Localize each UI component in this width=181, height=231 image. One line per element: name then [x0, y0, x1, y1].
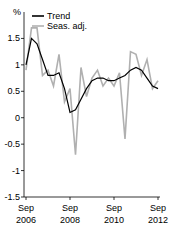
x-tick-label-line: Sep: [106, 203, 122, 213]
y-tick-label: -0.5: [4, 139, 20, 149]
series-line: [26, 38, 158, 112]
plot-area: [26, 28, 158, 155]
x-tick: [114, 197, 115, 200]
y-axis: [24, 12, 25, 197]
y-tick: [21, 91, 24, 92]
y-tick: [21, 64, 24, 65]
x-tick-label-line: 2006: [16, 215, 36, 225]
x-tick-label-line: 2010: [104, 215, 124, 225]
y-tick: [21, 197, 24, 198]
legend-key: [32, 15, 44, 17]
y-tick: [21, 144, 24, 145]
x-tick-label-line: Sep: [62, 203, 78, 213]
legend-key: [32, 25, 44, 27]
y-tick-label: -1.5: [4, 192, 20, 202]
y-tick-label: -1: [12, 166, 20, 176]
x-tick-label: Sep 2006: [16, 203, 36, 225]
x-tick: [70, 197, 71, 200]
y-tick: [21, 38, 24, 39]
legend-label: Seas. adj.: [47, 21, 87, 31]
x-tick: [158, 197, 159, 200]
legend-label: Trend: [47, 11, 70, 21]
chart: % -1.5 -1 -0.5 0 0.5 1 1.5 Sep 2006 Sep 2008 Sep 2010…: [0, 0, 181, 231]
y-tick-label: 1: [15, 60, 20, 70]
x-tick-label: Sep 2010: [104, 203, 124, 225]
y-tick-label: 1.5: [7, 33, 20, 43]
x-tick-label-line: Sep: [150, 203, 166, 213]
y-tick: [21, 117, 24, 118]
series-line: [26, 28, 158, 155]
x-tick-label: Sep 2008: [60, 203, 80, 225]
x-axis: [24, 197, 160, 198]
x-tick-label-line: 2012: [148, 215, 168, 225]
y-tick-label: 0: [15, 113, 20, 123]
x-tick-label: Sep 2012: [148, 203, 168, 225]
x-tick-label-line: 2008: [60, 215, 80, 225]
y-axis-label: %: [13, 7, 21, 17]
y-tick-label: 0.5: [7, 86, 20, 96]
y-tick: [21, 170, 24, 171]
x-tick: [26, 197, 27, 200]
x-tick-label-line: Sep: [18, 203, 34, 213]
